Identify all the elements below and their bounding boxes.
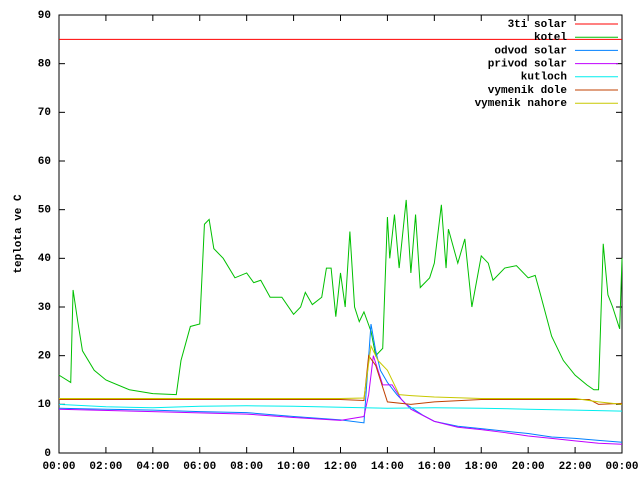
legend-label: privod solar	[488, 59, 567, 71]
y-tick-label: 10	[38, 399, 51, 411]
series-line	[58, 199, 623, 396]
x-tick-label: 08:00	[230, 461, 263, 473]
x-tick-label: 12:00	[324, 461, 357, 473]
x-tick-label: 06:00	[183, 461, 216, 473]
y-tick-label: 50	[38, 205, 51, 217]
y-tick-label: 60	[38, 156, 51, 168]
x-tick-label: 04:00	[136, 461, 169, 473]
x-tick-label: 02:00	[89, 461, 122, 473]
y-tick-label: 20	[38, 351, 51, 363]
legend-label: vymenik dole	[488, 85, 568, 97]
y-tick-label: 90	[38, 10, 51, 22]
x-tick-label: 16:00	[418, 461, 451, 473]
legend-label: odvod solar	[494, 45, 567, 57]
legend-label: 3ti solar	[508, 19, 567, 31]
y-tick-label: 70	[38, 107, 51, 119]
legend-label: kutloch	[521, 72, 567, 84]
series-line	[58, 355, 623, 445]
x-tick-label: 22:00	[559, 461, 592, 473]
y-tick-label: 30	[38, 302, 51, 314]
x-tick-label: 20:00	[512, 461, 545, 473]
x-tick-label: 14:00	[371, 461, 404, 473]
x-tick-label: 00:00	[42, 461, 75, 473]
series-line	[59, 344, 623, 405]
x-tick-label: 00:00	[605, 461, 638, 473]
y-tick-label: 40	[38, 253, 51, 265]
y-axis-label: teplota ve C	[13, 194, 25, 274]
plot-frame	[58, 14, 623, 454]
series-line	[58, 323, 623, 443]
x-tick-label: 18:00	[465, 461, 498, 473]
y-tick-label: 0	[44, 448, 51, 460]
legend-label: vymenik nahore	[475, 98, 568, 110]
series-line	[58, 403, 623, 412]
x-tick-label: 10:00	[277, 461, 310, 473]
y-tick-label: 80	[38, 59, 51, 71]
legend-label: kotel	[534, 32, 567, 44]
